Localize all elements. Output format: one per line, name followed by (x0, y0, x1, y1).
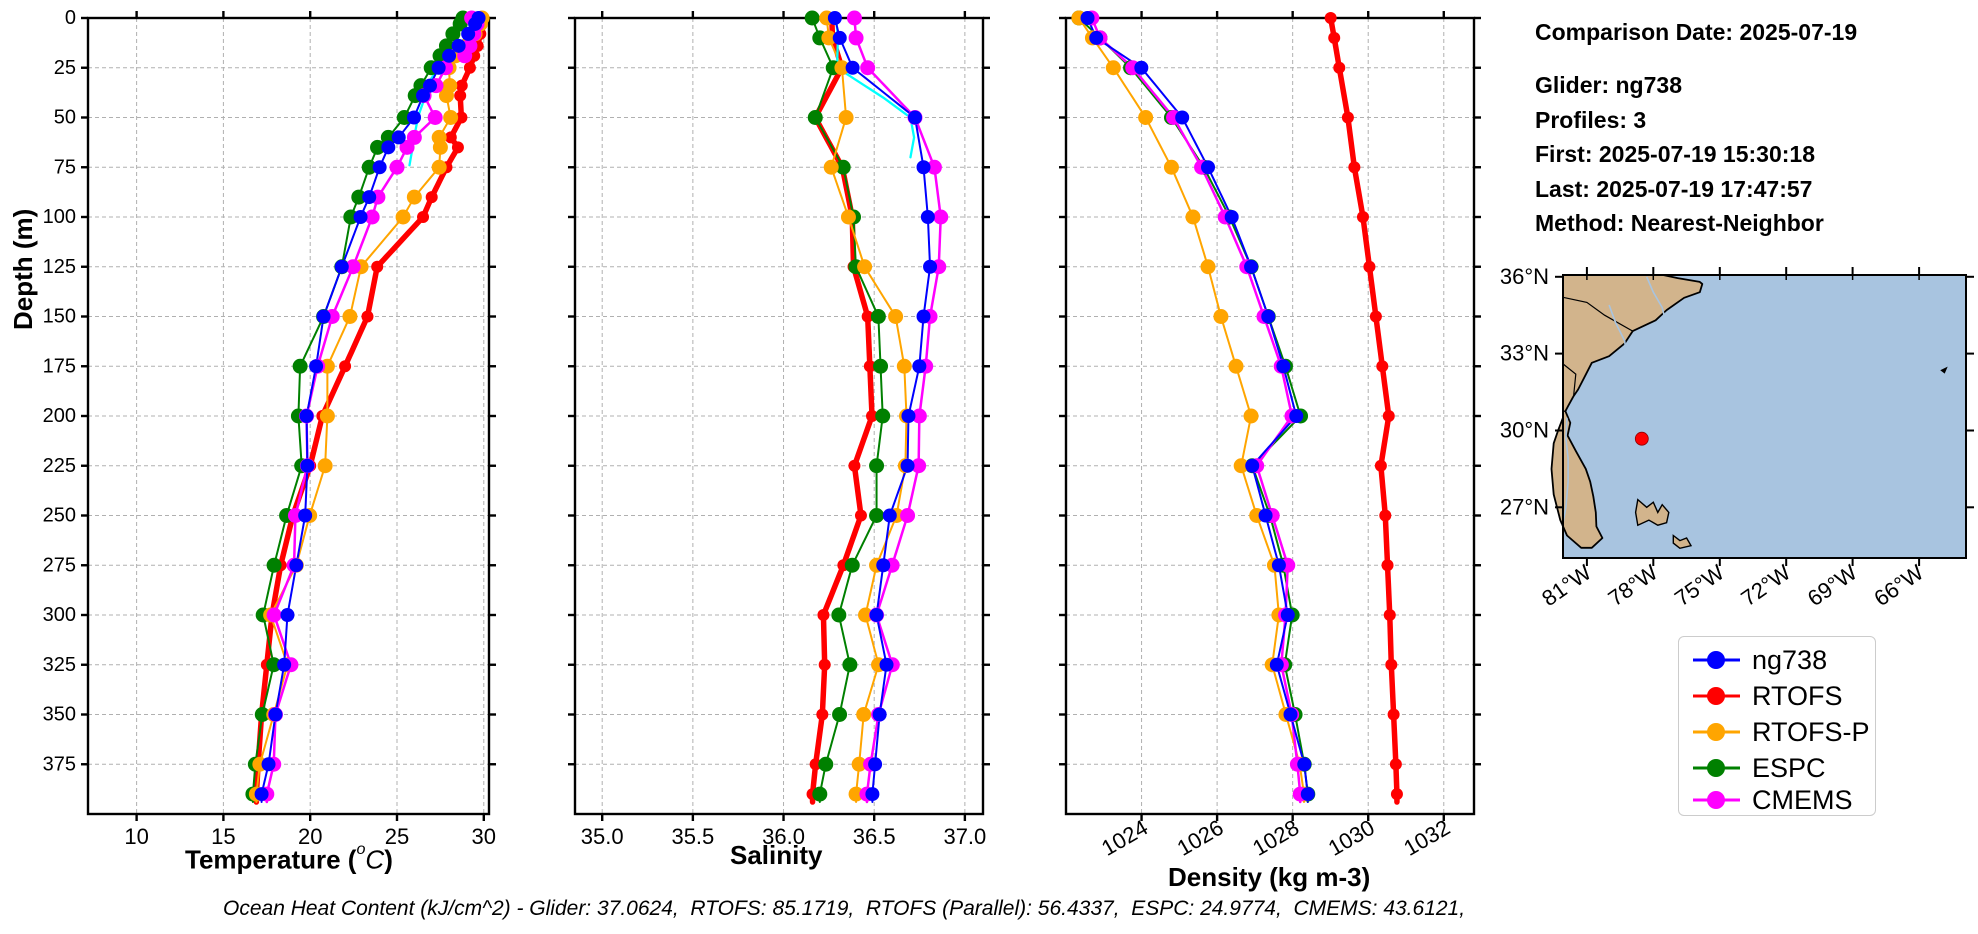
svg-text:ESPC: ESPC (1752, 753, 1826, 783)
svg-text:ng738: ng738 (1752, 645, 1827, 675)
svg-text:RTOFS-P: RTOFS-P (1752, 717, 1870, 747)
svg-text:RTOFS: RTOFS (1752, 681, 1843, 711)
svg-text:CMEMS: CMEMS (1752, 785, 1853, 815)
